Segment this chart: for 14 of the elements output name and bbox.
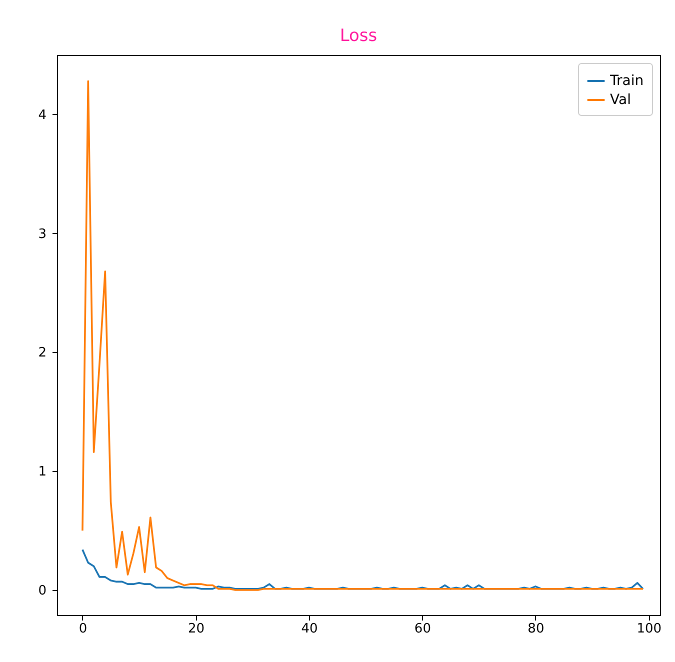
- y-tick-label: 2: [38, 346, 46, 361]
- y-tick-label: 3: [38, 226, 46, 242]
- legend-label: Train: [609, 73, 644, 89]
- y-tick-label: 4: [38, 108, 46, 123]
- legend-label: Val: [610, 92, 631, 108]
- y-tick-label: 1: [38, 464, 46, 480]
- x-tick-label: 60: [414, 622, 431, 636]
- x-tick-label: 40: [301, 622, 318, 636]
- chart-title: Loss: [340, 26, 378, 46]
- x-tick-label: 20: [188, 622, 204, 636]
- x-tick-label: 0: [78, 622, 88, 636]
- y-tick-label: 0: [38, 584, 46, 599]
- x-tick-label: 100: [636, 622, 662, 636]
- x-tick-label: 80: [528, 622, 544, 636]
